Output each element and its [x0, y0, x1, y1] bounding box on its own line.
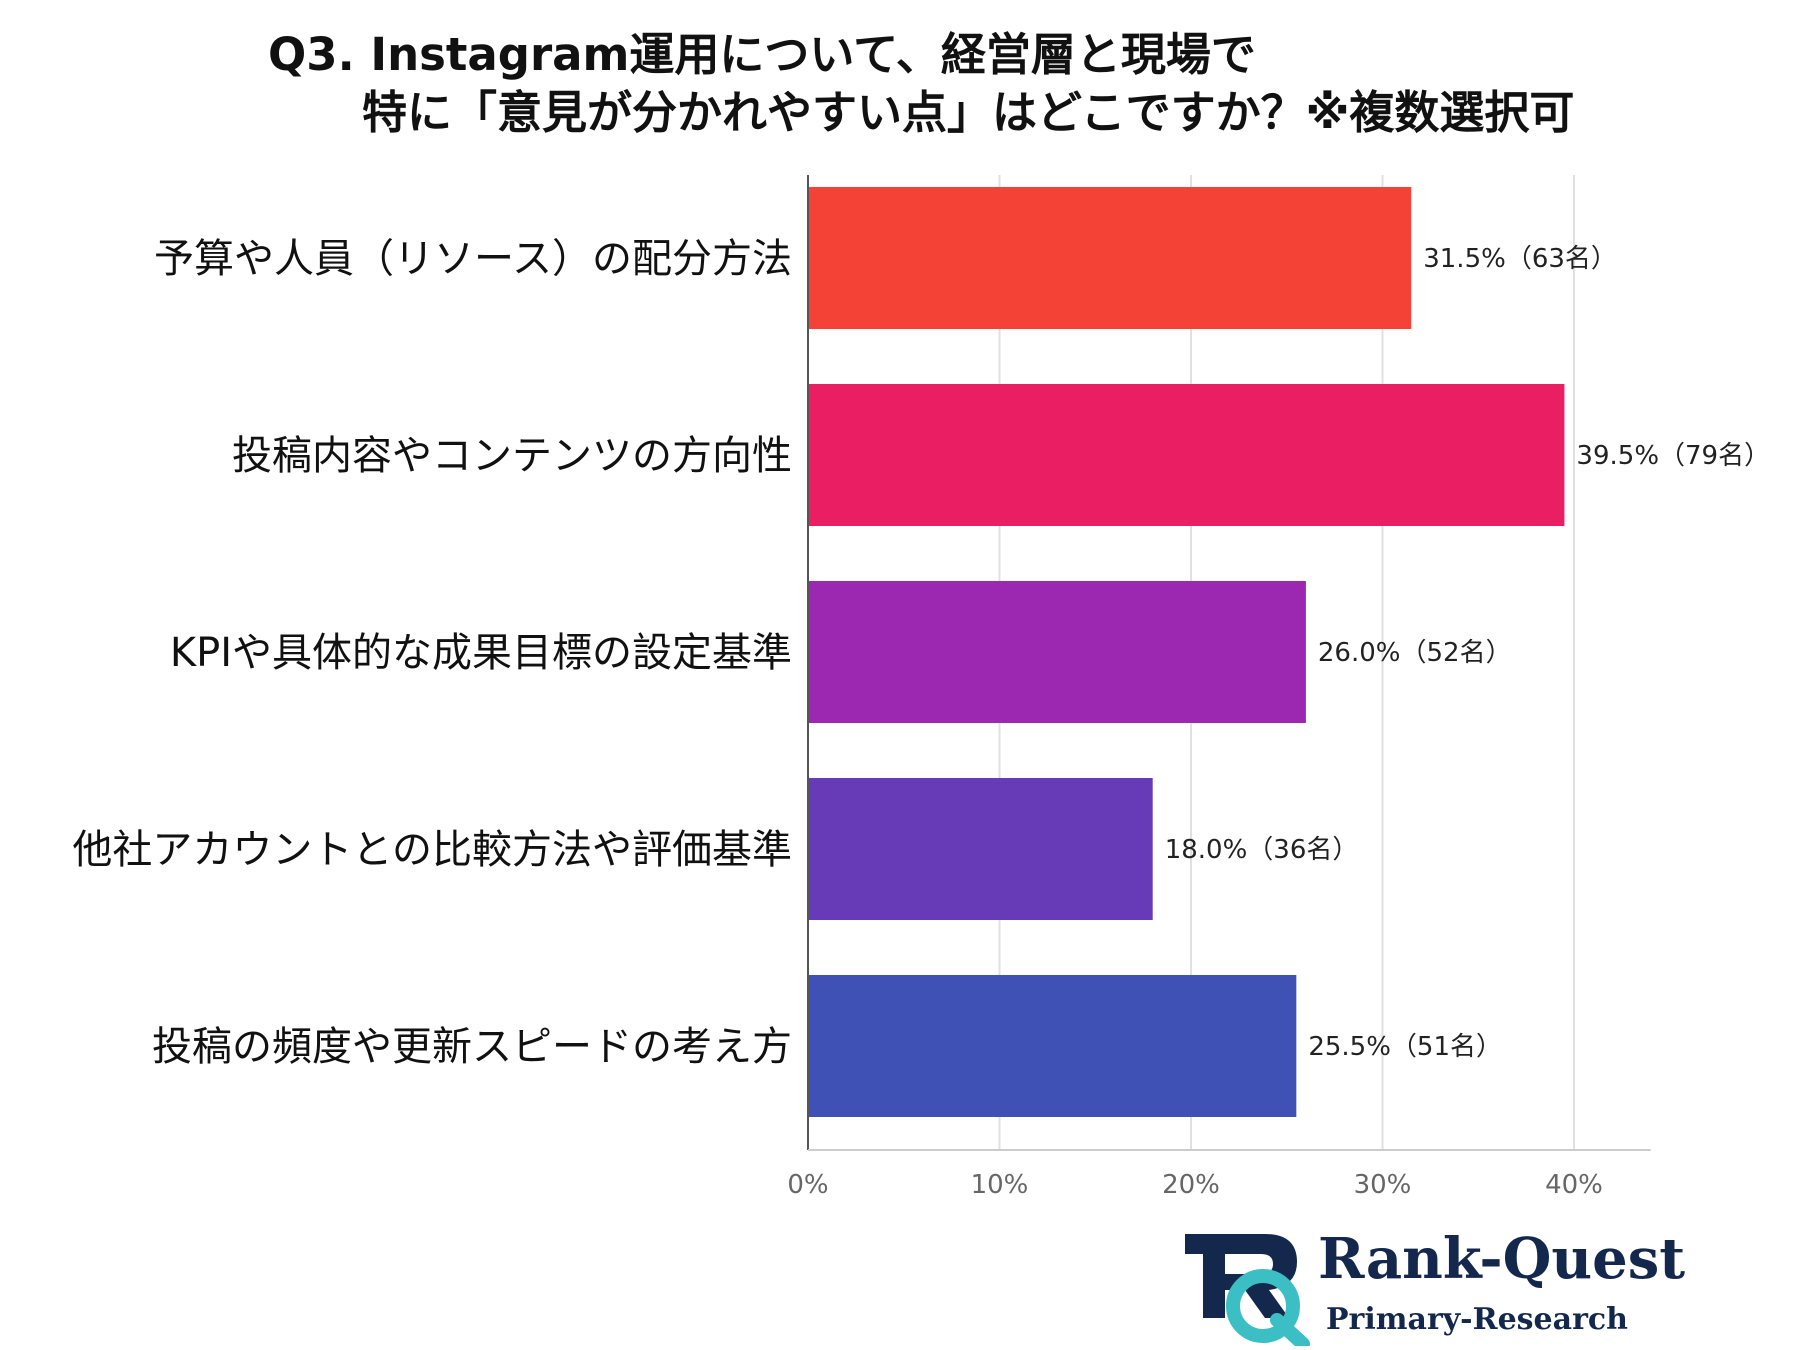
x-tick-label: 40% [1545, 1170, 1603, 1200]
logo-brand-subtitle: Primary-Research [1326, 1302, 1628, 1337]
rank-quest-emblem-icon [1185, 1234, 1310, 1346]
labels: 0% 10% 20% 30% 40% 予算や人員（リソース）の配分方法 31.5%（63名）… [72, 236, 1770, 1200]
category-label: 投稿の頻度や更新スピードの考え方 [152, 1024, 792, 1070]
bar [808, 975, 1297, 1117]
x-tick-label: 20% [1162, 1170, 1220, 1200]
category-label: 予算や人員（リソース）の配分方法 [154, 236, 792, 282]
bar [808, 384, 1565, 526]
data-label: 25.5%（51名） [1308, 1032, 1502, 1062]
bars [808, 187, 1565, 1117]
bar [808, 581, 1306, 723]
rank-quest-logo [1185, 1234, 1310, 1346]
data-label: 18.0%（36名） [1165, 835, 1359, 865]
bar [808, 187, 1412, 329]
bar-chart: 0% 10% 20% 30% 40% 予算や人員（リソース）の配分方法 31.5%（63名）… [72, 175, 1770, 1200]
data-label: 31.5%（63名） [1423, 244, 1617, 274]
chart-title-line2: 特に「意見が分かれやすい点」はどこですか？※複数選択可 [362, 86, 1575, 139]
bar [808, 778, 1153, 920]
x-tick-label: 0% [787, 1170, 828, 1200]
logo-brand-name: Rank-Quest [1318, 1226, 1686, 1292]
chart-title-line1: Q3. Instagram運用について、経営層と現場で [268, 28, 1256, 81]
category-label: 他社アカウントとの比較方法や評価基準 [72, 827, 792, 873]
data-label: 39.5%（79名） [1576, 441, 1770, 471]
x-tick-label: 30% [1354, 1170, 1412, 1200]
axes [807, 175, 1651, 1151]
category-label: 投稿内容やコンテンツの方向性 [232, 433, 792, 479]
x-tick-label: 10% [971, 1170, 1029, 1200]
data-label: 26.0%（52名） [1318, 638, 1512, 668]
category-label: KPIや具体的な成果目標の設定基準 [170, 630, 792, 676]
